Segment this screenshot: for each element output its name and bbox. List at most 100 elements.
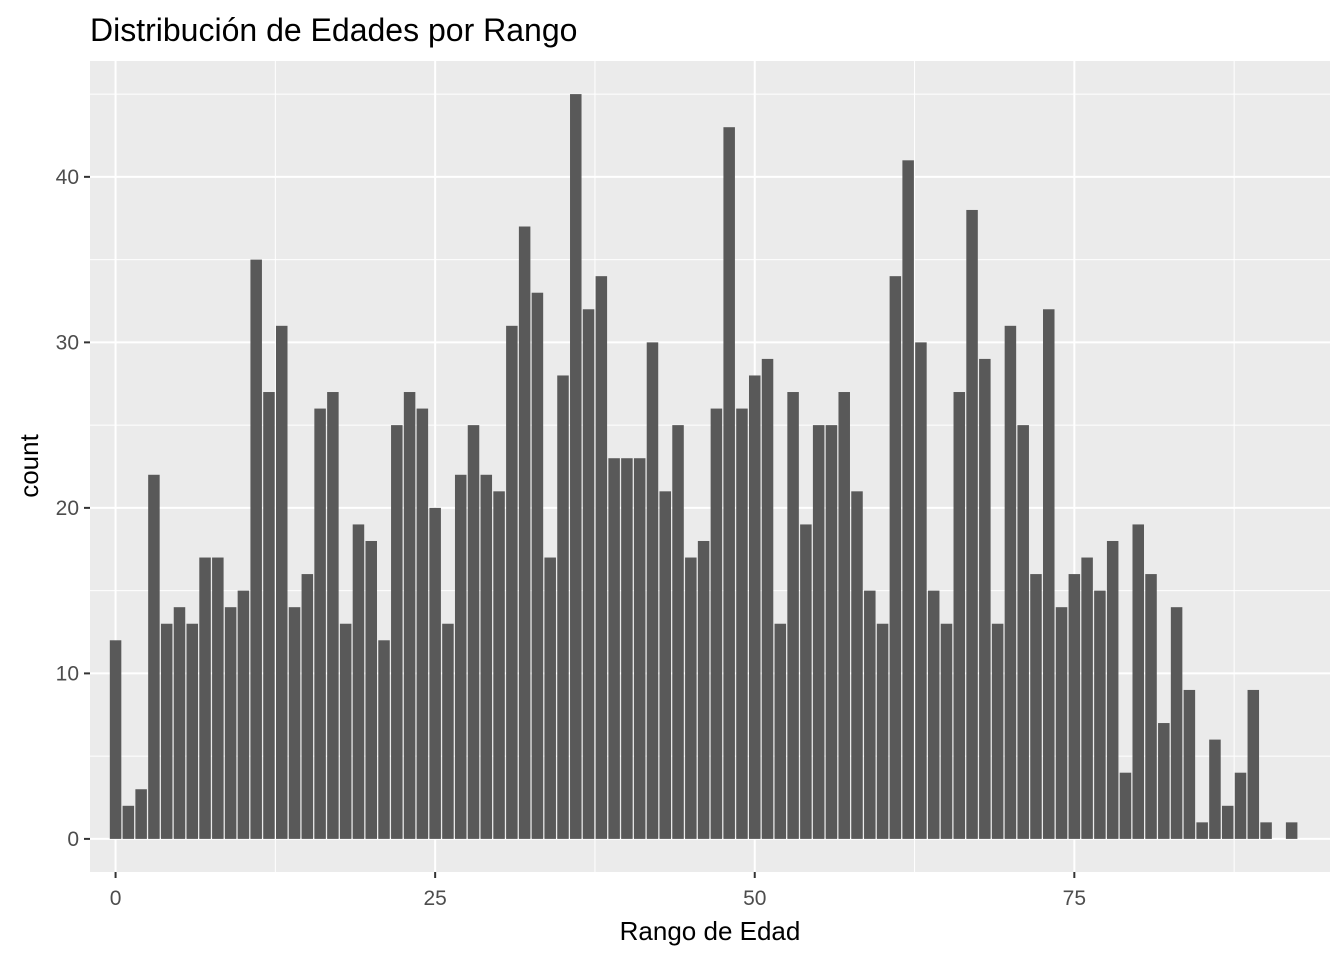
bar	[736, 408, 748, 839]
bar	[570, 94, 582, 839]
y-axis-title: count	[14, 433, 44, 497]
bar	[109, 640, 122, 839]
bar	[1247, 689, 1260, 839]
bar	[902, 160, 914, 839]
bar	[365, 540, 377, 839]
bar	[327, 392, 339, 839]
bar	[595, 276, 608, 839]
bar	[250, 259, 262, 839]
bar	[391, 425, 403, 839]
bar	[378, 640, 390, 839]
bar	[1094, 590, 1106, 839]
bar	[710, 408, 723, 839]
y-tick-label: 20	[56, 497, 79, 520]
bar	[774, 623, 787, 839]
bar	[339, 623, 352, 839]
bar	[838, 392, 850, 839]
bar	[915, 342, 927, 839]
x-tick-label: 50	[743, 887, 766, 910]
bar	[927, 590, 940, 839]
bar	[1145, 574, 1157, 839]
bars	[109, 94, 1298, 839]
chart-title: Distribución de Edades por Rango	[90, 12, 577, 48]
bar	[480, 474, 493, 839]
bar	[1068, 574, 1081, 839]
bar	[812, 425, 825, 839]
bar	[1158, 723, 1170, 839]
bar	[1017, 425, 1029, 839]
bar	[493, 491, 505, 839]
bar	[876, 623, 889, 839]
bar	[224, 607, 237, 839]
bar	[825, 425, 838, 839]
bar	[416, 408, 429, 839]
bar	[237, 590, 250, 839]
minor-gridlines	[90, 61, 1330, 872]
bar	[148, 474, 160, 839]
bar	[352, 524, 365, 839]
bar	[557, 375, 569, 839]
bar	[940, 623, 953, 839]
bar	[276, 325, 288, 839]
bar	[889, 276, 902, 839]
x-axis-title: Rango de Edad	[620, 916, 801, 946]
x-tick-label: 0	[110, 887, 122, 910]
bar	[1081, 557, 1093, 839]
y-tick-label: 40	[56, 166, 79, 189]
bar	[1285, 822, 1298, 839]
y-tick-label: 30	[56, 331, 79, 354]
bar	[160, 623, 173, 839]
bar	[748, 375, 761, 839]
bar	[864, 590, 876, 839]
bar	[1106, 540, 1119, 839]
bar	[659, 491, 672, 839]
bar	[531, 292, 544, 839]
y-tick-label: 0	[67, 828, 79, 851]
bar	[1170, 607, 1183, 839]
bar	[135, 789, 147, 839]
bar	[288, 607, 301, 839]
bar	[1132, 524, 1144, 839]
x-tick-label: 75	[1063, 887, 1086, 910]
bar	[685, 557, 697, 839]
bar	[621, 458, 633, 839]
bar	[506, 325, 518, 839]
bar	[851, 491, 863, 839]
bar	[403, 392, 416, 839]
bar	[1260, 822, 1272, 839]
bar	[199, 557, 211, 839]
y-axis: 0 10 20 30 40	[56, 166, 90, 851]
bar	[800, 524, 812, 839]
bar	[1221, 805, 1234, 839]
bar	[454, 474, 467, 839]
bar	[608, 458, 620, 839]
bar	[467, 425, 480, 839]
bar	[212, 557, 224, 839]
bar	[646, 342, 659, 839]
bar	[1043, 309, 1055, 839]
bar	[582, 309, 595, 839]
bar	[633, 458, 646, 839]
bar	[1234, 772, 1247, 839]
bar	[991, 623, 1004, 839]
bar	[979, 358, 991, 839]
bar	[186, 623, 199, 839]
bar	[1004, 325, 1017, 839]
y-tick-label: 10	[56, 662, 79, 685]
bar	[314, 408, 326, 839]
bar	[787, 392, 799, 839]
bar	[697, 540, 710, 839]
bar	[429, 507, 441, 839]
bar	[723, 127, 735, 839]
bar	[1183, 689, 1196, 839]
bar	[442, 623, 454, 839]
bar	[173, 607, 186, 839]
bar	[1119, 772, 1132, 839]
bar	[518, 226, 531, 839]
bar	[1055, 607, 1068, 839]
x-tick-label: 25	[423, 887, 446, 910]
bar	[263, 392, 275, 839]
bar	[122, 805, 135, 839]
bar	[672, 425, 684, 839]
